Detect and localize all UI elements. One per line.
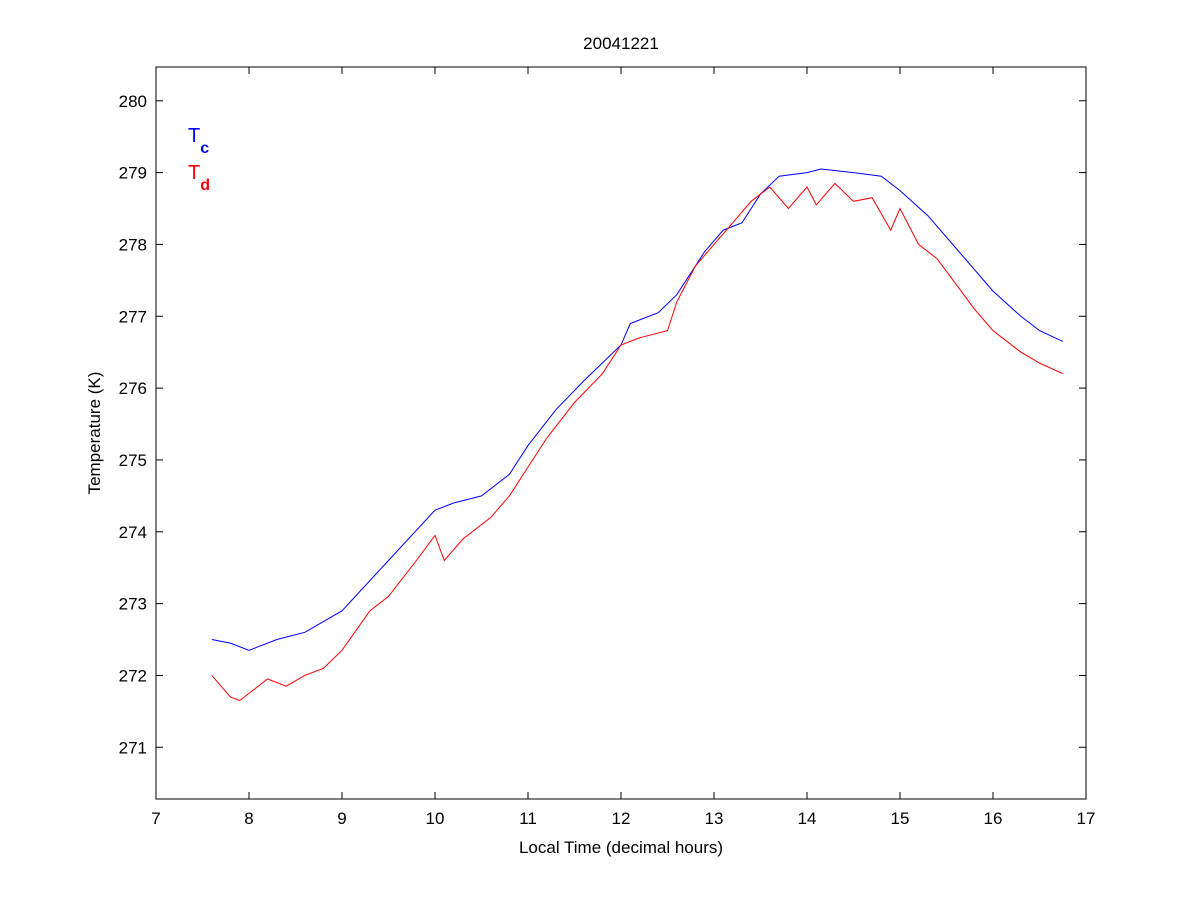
x-tick-label: 16 bbox=[984, 809, 1003, 828]
plot-area bbox=[155, 66, 1087, 800]
x-tick-label: 8 bbox=[244, 809, 253, 828]
series-line-Tc bbox=[211, 168, 1064, 651]
series-line-Td bbox=[211, 182, 1064, 702]
y-tick-label: 279 bbox=[119, 164, 147, 183]
y-tick-label: 271 bbox=[119, 738, 147, 757]
x-tick-label: 17 bbox=[1077, 809, 1096, 828]
y-tick-label: 276 bbox=[119, 379, 147, 398]
x-tick-label: 7 bbox=[151, 809, 160, 828]
x-tick-label: 14 bbox=[798, 809, 817, 828]
y-tick-label: 274 bbox=[119, 523, 147, 542]
legend-entry: Tc bbox=[188, 125, 209, 157]
y-tick-label: 273 bbox=[119, 595, 147, 614]
y-tick-label: 280 bbox=[119, 92, 147, 111]
legend: Tc Td bbox=[188, 125, 210, 194]
chart-title: 20041221 bbox=[583, 34, 659, 53]
y-tick-label: 278 bbox=[119, 235, 147, 254]
x-tick-label: 10 bbox=[426, 809, 445, 828]
legend-entry: Td bbox=[188, 162, 210, 194]
x-axis-label: Local Time (decimal hours) bbox=[519, 838, 723, 857]
x-tick-label: 13 bbox=[705, 809, 724, 828]
x-tick-label: 12 bbox=[612, 809, 631, 828]
x-tick-label: 9 bbox=[337, 809, 346, 828]
x-tick-label: 15 bbox=[891, 809, 910, 828]
x-tick-label: 11 bbox=[519, 809, 537, 828]
y-tick-label: 272 bbox=[119, 666, 147, 685]
y-tick-label: 275 bbox=[119, 451, 147, 470]
y-tick-label: 277 bbox=[119, 307, 147, 326]
y-axis-label: Temperature (K) bbox=[85, 372, 104, 495]
